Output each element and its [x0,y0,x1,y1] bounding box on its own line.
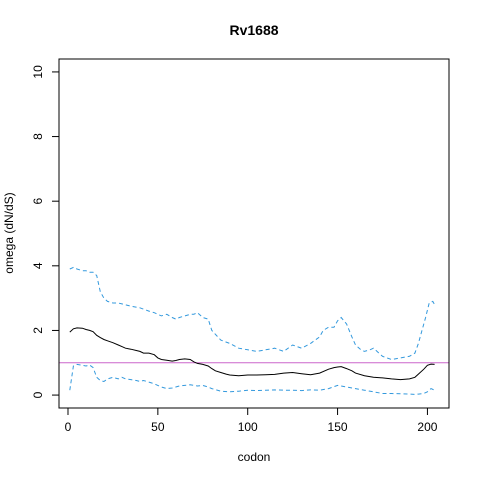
y-tick-label: 2 [31,327,45,334]
y-tick-label: 4 [31,262,45,269]
y-tick-label: 8 [31,133,45,140]
x-tick-label: 100 [238,420,258,434]
series-line-bound-2 [69,363,435,395]
x-tick-label: 150 [328,420,348,434]
series-line-bound-1 [69,266,436,361]
y-tick-label: 10 [31,65,45,79]
x-tick-label: 0 [65,420,72,434]
series-line-estimate [69,327,435,381]
x-tick-label: 50 [151,420,165,434]
chart-title: Rv1688 [229,22,278,38]
x-tick-label: 200 [417,420,437,434]
plot-frame [58,58,450,409]
y-tick-label: 0 [31,391,45,398]
plot-area: 0 50 100 150 200 0 2 4 6 8 10 [31,58,450,434]
x-axis-label: codon [238,450,271,464]
y-tick-label: 6 [31,198,45,205]
y-axis-label: omega (dN/dS) [2,192,16,273]
